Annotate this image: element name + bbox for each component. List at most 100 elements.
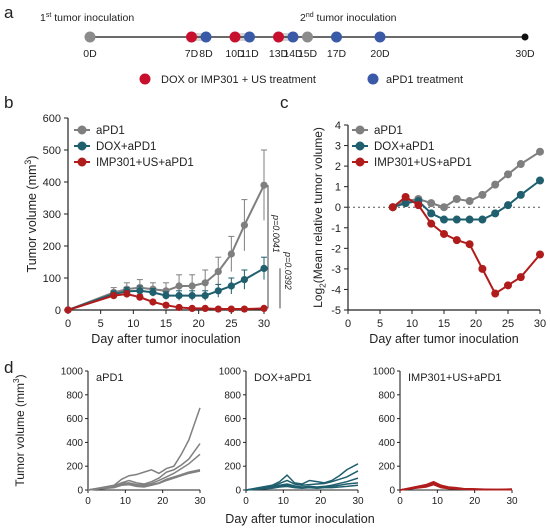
data-point — [478, 215, 487, 224]
timeline-marker-17D — [331, 31, 342, 43]
data-point — [136, 287, 144, 295]
x-tick-label: 30 — [194, 496, 206, 507]
data-point — [214, 268, 222, 276]
y-tick-label: 400 — [378, 438, 395, 449]
y-tick-label: 200 — [224, 462, 241, 473]
data-point — [401, 192, 410, 201]
y-tick-label: 0 — [235, 486, 241, 497]
p-value-annotation: p=0.0041 — [271, 214, 281, 253]
y-tick-label: 200 — [43, 241, 61, 253]
data-point — [162, 292, 170, 300]
x-tick-label: 0 — [397, 496, 403, 507]
x-tick-label: 25 — [502, 318, 514, 330]
legend-label: aPD1 — [96, 125, 125, 137]
y-tick-label: 400 — [66, 438, 83, 449]
data-point — [175, 292, 183, 300]
legend-marker — [77, 157, 87, 167]
timeline-marker-11D — [244, 31, 255, 43]
y-tick-label: 0 — [55, 305, 61, 317]
data-point — [240, 221, 248, 229]
x-tick-label: 0 — [85, 496, 91, 507]
data-point — [201, 279, 209, 287]
x-tick-label: 20 — [157, 496, 169, 507]
y-tick-label: 400 — [224, 438, 241, 449]
panel-label-b: b — [4, 93, 13, 112]
y-tick-label: 600 — [378, 414, 395, 425]
data-point — [516, 273, 525, 282]
data-point — [214, 305, 222, 313]
data-point — [240, 276, 248, 284]
data-point — [536, 250, 544, 259]
y-tick-label: 300 — [43, 209, 61, 221]
x-tick-label: 5 — [98, 318, 104, 330]
panel-label-c: c — [280, 93, 289, 112]
panel-d-individual-curves: Tumor volume (mm3) Day after tumor inocul… — [11, 367, 518, 527]
subplot-title: IMP301+US+aPD1 — [408, 372, 502, 384]
y-tick-label: 0 — [389, 486, 395, 497]
x-tick-label: 30 — [352, 496, 364, 507]
treatment-timeline: 1st tumor inoculation 2nd tumor inoculat… — [40, 12, 535, 86]
timeline-day-label: 15D — [298, 48, 318, 60]
legend-marker — [355, 141, 365, 151]
data-point — [504, 281, 512, 290]
timeline-marker-20D — [374, 31, 386, 43]
x-tick-label: 10 — [432, 496, 444, 507]
timeline-day-label: 20D — [370, 48, 390, 60]
data-point — [123, 290, 131, 298]
subplot-1: 0 200 400 600 800 1000 0 10 20 30 DOX+aPD1 — [219, 367, 364, 508]
legend-marker — [355, 157, 365, 167]
data-point — [452, 215, 461, 224]
x-axis-label: Day after tumor inoculation — [91, 332, 240, 346]
data-point — [162, 301, 170, 309]
timeline-marker-10D — [229, 31, 241, 43]
y-tick-label: -3 — [331, 264, 341, 276]
data-point — [188, 282, 196, 290]
data-point — [452, 195, 461, 203]
subplot-0: 0 200 400 600 800 1000 0 10 20 30 aPD1 — [61, 367, 206, 508]
x-tick-label: 20 — [469, 496, 481, 507]
p-value-annotation: p=0.0392 — [283, 251, 293, 290]
data-point — [427, 219, 436, 228]
data-point — [260, 264, 268, 272]
timeline-day-label: 7D — [185, 48, 199, 60]
legend-red-label: DOX or IMP301 + US treatment — [161, 74, 316, 86]
x-tick-label: 20 — [193, 318, 205, 330]
x-tick-label: 20 — [315, 496, 327, 507]
data-point — [491, 180, 500, 189]
data-point — [452, 236, 461, 245]
x-tick-label: 20 — [470, 318, 482, 330]
y-tick-label: 1 — [335, 182, 341, 194]
data-point — [227, 282, 235, 290]
timeline-day-label: 13D — [269, 48, 289, 60]
panel-label-a: a — [4, 3, 14, 22]
individual-curve-4 — [245, 484, 359, 491]
y-tick-label: -4 — [331, 284, 341, 296]
data-point — [465, 197, 474, 206]
data-point — [149, 298, 157, 306]
timeline-day-label: 17D — [327, 48, 347, 60]
panel-b-tumor-volume-chart: 0 100 200 300 400 500 600 0 5 10 15 20 25 30 Day after… — [23, 113, 293, 346]
individual-curve-2 — [87, 453, 201, 491]
data-point — [175, 303, 183, 312]
y-tick-label: 0 — [335, 202, 341, 214]
timeline-marker-0D — [84, 31, 96, 43]
data-point — [227, 305, 235, 313]
legend-label: aPD1 — [374, 125, 403, 137]
x-tick-label: 30 — [506, 496, 518, 507]
subplot-title: aPD1 — [96, 372, 124, 384]
x-tick-label: 15 — [160, 318, 172, 330]
x-tick-label: 0 — [243, 496, 249, 507]
x-axis-label: Day after tumor inoculation — [369, 332, 518, 346]
x-tick-label: 30 — [258, 318, 270, 330]
x-tick-label: 25 — [225, 318, 237, 330]
data-point — [465, 215, 474, 224]
data-point — [440, 215, 448, 224]
x-tick-label: 0 — [345, 318, 351, 330]
data-point — [414, 201, 423, 210]
timeline-marker-14D — [287, 31, 299, 43]
y-tick-label: -5 — [331, 305, 341, 317]
data-point — [136, 293, 144, 301]
legend-red-marker — [139, 73, 151, 85]
data-point — [516, 160, 525, 169]
data-point — [536, 176, 544, 185]
